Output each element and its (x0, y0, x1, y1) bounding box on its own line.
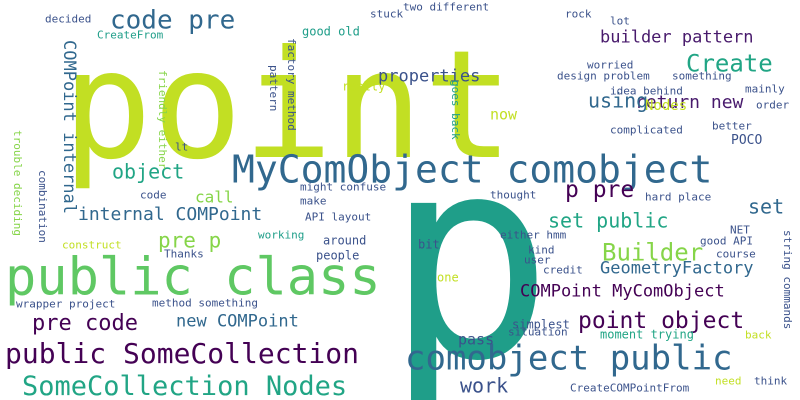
word-course: course (716, 248, 756, 259)
word-credit: credit (543, 264, 583, 275)
word-working: working (258, 229, 304, 240)
word-idea-behind: idea behind (610, 85, 683, 96)
word-hard-place: hard place (645, 191, 711, 202)
word-lot: lot (610, 15, 630, 26)
word-thanks: Thanks (164, 248, 204, 259)
word-pattern: pattern (268, 65, 279, 111)
word-new-compoint: new COMPoint (176, 314, 299, 331)
word-people: people (316, 250, 359, 262)
word-compoint-mycomobject: COMPoint MyComObject (520, 284, 725, 301)
word-now: now (490, 107, 517, 122)
word-goes-back: goes back (450, 80, 461, 140)
word-moment-trying: moment trying (600, 329, 694, 341)
word-nodes: Nodes (645, 99, 687, 113)
word-comobject-public: comobject public (405, 341, 733, 375)
word-method-something: method something (152, 297, 258, 308)
word-trouble-deciding: trouble deciding (12, 130, 23, 236)
word-decided: decided (45, 13, 91, 24)
word-somecollection-nodes: SomeCollection Nodes (22, 373, 347, 400)
word-api-layout: API layout (305, 211, 371, 222)
word-back: back (745, 329, 772, 340)
word-code: code (140, 189, 167, 200)
word-object: object (112, 161, 184, 181)
word-wrapper-project: wrapper project (16, 298, 115, 309)
word-think: think (754, 375, 787, 386)
word-friendly-either: friendly either (157, 70, 168, 169)
word-two-different: two different (403, 1, 489, 12)
word-construct: construct (62, 239, 122, 250)
word-mainly: mainly (745, 83, 785, 94)
word-call: call (195, 190, 234, 206)
word-createcompointfrom: CreateCOMPointFrom (570, 382, 689, 393)
word-worried: worried (587, 59, 633, 70)
word-geometryfactory: GeometryFactory (600, 261, 754, 278)
word-properties: properties (378, 69, 480, 86)
word-really: really (342, 81, 385, 93)
word-bit: bit (418, 239, 440, 251)
word-work: work (460, 375, 508, 395)
word-thought: thought (490, 189, 536, 200)
word-better: better (712, 120, 752, 131)
word-factory-method: factory method (286, 38, 297, 131)
word-rock: rock (565, 8, 592, 19)
word-design-problem: design problem (557, 70, 650, 81)
word-pass: pass (458, 332, 494, 347)
word-need: need (715, 375, 742, 386)
word-pre-code: pre code (32, 313, 138, 335)
word-something: something (672, 70, 732, 81)
word-complicated: complicated (610, 124, 683, 135)
word-compoint-internal: COMPoint internal (60, 40, 77, 214)
word-poco: POCO (731, 134, 762, 147)
word-order: order (756, 99, 789, 110)
word-make: make (300, 195, 327, 206)
word-around: around (323, 235, 366, 247)
word-lt: lt (175, 141, 188, 152)
word-createfrom: CreateFrom (97, 29, 163, 40)
word-builder-pattern: builder pattern (600, 30, 754, 47)
word-one: one (437, 272, 459, 284)
word-good-api: good API (700, 235, 753, 246)
word-might-confuse: might confuse (300, 181, 386, 192)
word-simplest: simplest (512, 319, 570, 331)
word-set: set (748, 196, 784, 216)
word-combination: combination (37, 170, 48, 243)
word-string-commands: string commands (782, 230, 793, 329)
word-set-public: set public (548, 210, 668, 230)
word-internal-compoint: internal COMPoint (78, 206, 262, 224)
word-public-somecollection: public SomeCollection (5, 340, 359, 368)
word-good-old: good old (302, 26, 360, 38)
word-stuck: stuck (370, 8, 403, 19)
word-p-pre: p pre (565, 179, 634, 202)
word-either-hmm: either hmm (500, 229, 566, 240)
